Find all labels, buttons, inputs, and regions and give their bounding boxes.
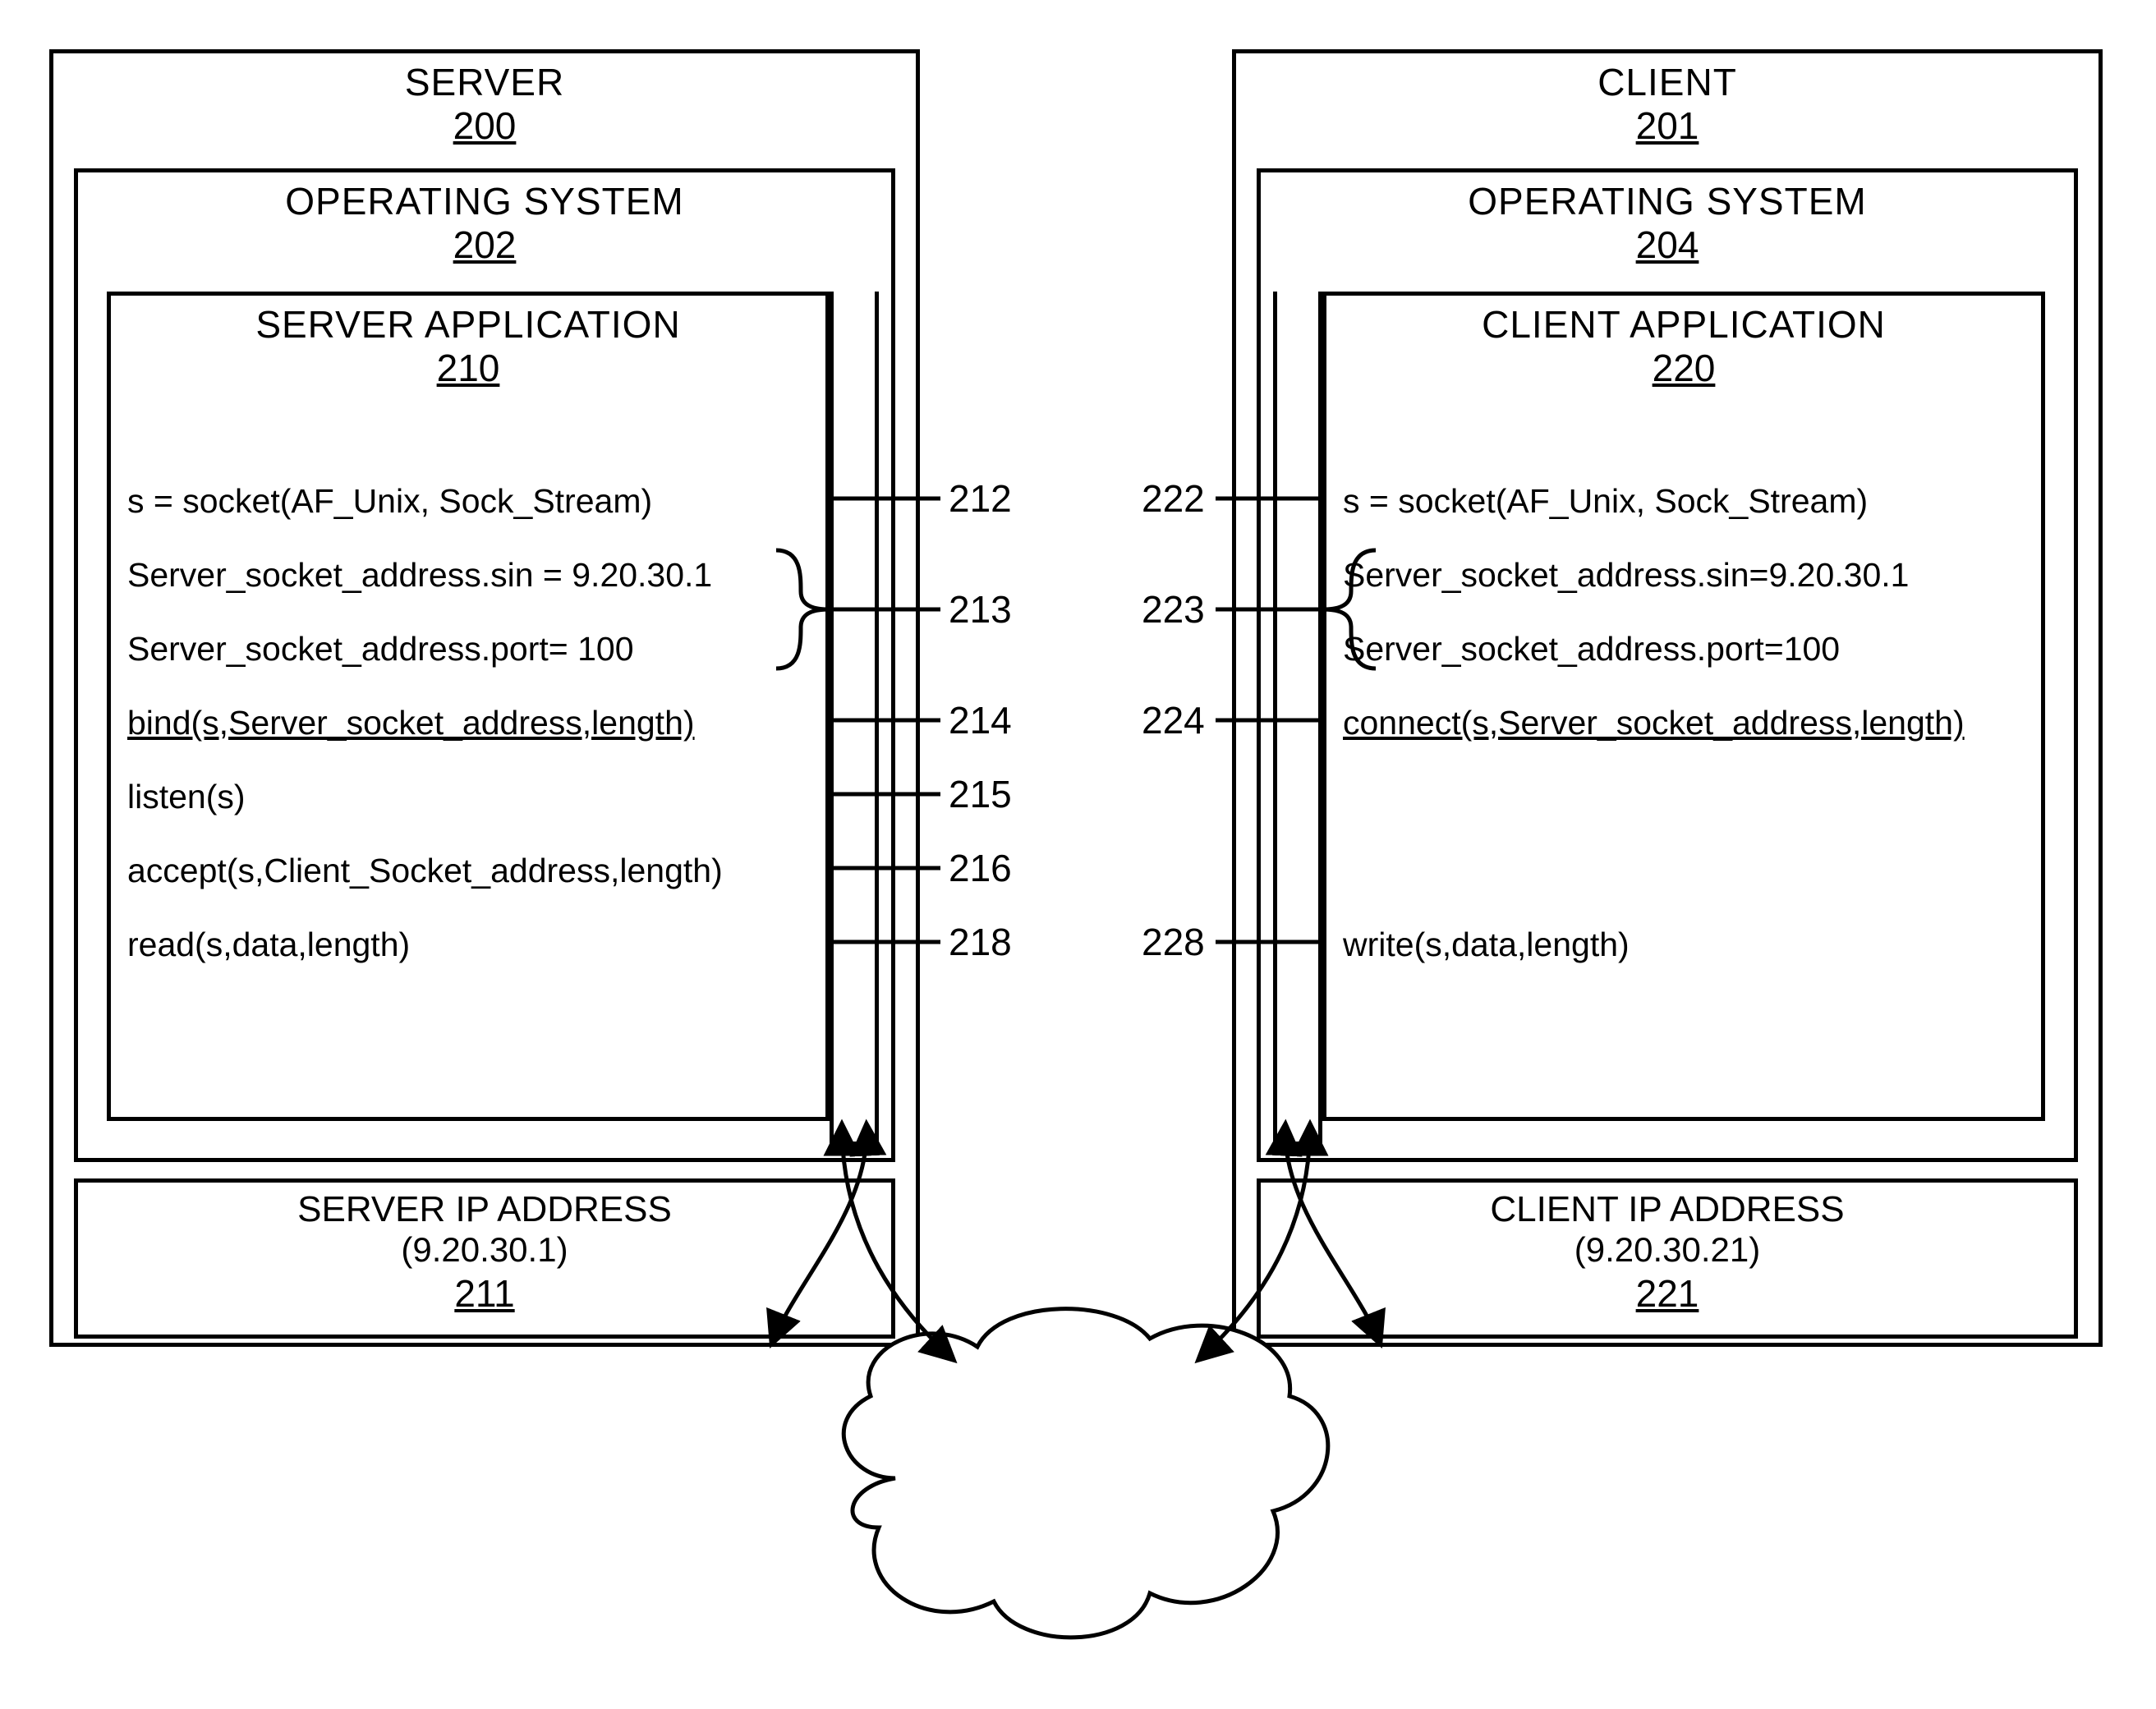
server-ip-title: SERVER IP ADDRESS [78, 1189, 891, 1230]
server-title: SERVER [53, 62, 916, 103]
client-os-title: OPERATING SYSTEM [1261, 181, 2074, 223]
server-ip-value: (9.20.30.1) [78, 1230, 891, 1270]
callout-223: 223 [1142, 587, 1205, 632]
server-app-ref: 210 [437, 347, 500, 389]
cloud-ref: 202 [1049, 1433, 1112, 1477]
client-title-block: CLIENT 201 [1236, 62, 2099, 146]
server-app-title: SERVER APPLICATION [111, 304, 825, 346]
server-code-l2: Server_socket_address.sin = 9.20.30.1 [127, 558, 712, 592]
callout-228: 228 [1142, 920, 1205, 964]
server-os-ref: 202 [453, 224, 517, 266]
server-ref: 200 [453, 105, 517, 147]
cloud-text-block: TCP/IP 202 SERVER IP ADDRESS CLIENT IP A… [908, 1392, 1253, 1549]
client-ip-title: CLIENT IP ADDRESS [1261, 1189, 2074, 1230]
server-app-title-block: SERVER APPLICATION 210 [111, 304, 825, 388]
callout-212: 212 [949, 476, 1012, 521]
callout-222: 222 [1142, 476, 1205, 521]
client-os-ref: 204 [1636, 224, 1699, 266]
server-code-l1: s = socket(AF_Unix, Sock_Stream) [127, 485, 652, 518]
client-ip-value: (9.20.30.21) [1261, 1230, 2074, 1270]
client-code-l2: Server_socket_address.sin=9.20.30.1 [1343, 558, 1909, 592]
server-inner-duct [830, 292, 879, 1146]
server-os-title: OPERATING SYSTEM [78, 181, 891, 223]
client-ref: 201 [1636, 105, 1699, 147]
client-app-box: CLIENT APPLICATION 220 s = socket(AF_Uni… [1322, 292, 2045, 1121]
client-inner-duct [1273, 292, 1322, 1146]
server-code-l6: accept(s,Client_Socket_address,length) [127, 854, 723, 888]
client-os-title-block: OPERATING SYSTEM 204 [1261, 181, 2074, 265]
cloud-line1: SERVER IP ADDRESS [908, 1477, 1253, 1513]
callout-214: 214 [949, 698, 1012, 742]
callout-215: 215 [949, 772, 1012, 816]
callout-213: 213 [949, 587, 1012, 632]
server-title-block: SERVER 200 [53, 62, 916, 146]
client-code-l1: s = socket(AF_Unix, Sock_Stream) [1343, 485, 1868, 518]
client-code-l4: connect(s,Server_socket_address,length) [1343, 706, 1965, 740]
cloud-line2: CLIENT IP ADDRESS [908, 1513, 1253, 1549]
client-code-l3: Server_socket_address.port=100 [1343, 632, 1840, 666]
network-diagram: SERVER 200 OPERATING SYSTEM 202 SERVER A… [33, 33, 2123, 1676]
client-app-ref: 220 [1653, 347, 1716, 389]
client-title: CLIENT [1236, 62, 2099, 103]
server-os-title-block: OPERATING SYSTEM 202 [78, 181, 891, 265]
server-ip-ref: 211 [454, 1271, 514, 1316]
server-code-l7: read(s,data,length) [127, 928, 410, 962]
server-code-l5: listen(s) [127, 780, 246, 814]
cloud-title: TCP/IP [908, 1392, 1253, 1431]
client-ip-ref: 221 [1636, 1271, 1699, 1316]
callout-216: 216 [949, 846, 1012, 890]
server-ip-box: SERVER IP ADDRESS (9.20.30.1) 211 [74, 1178, 895, 1339]
server-app-box: SERVER APPLICATION 210 s = socket(AF_Uni… [107, 292, 830, 1121]
client-ip-box: CLIENT IP ADDRESS (9.20.30.21) 221 [1257, 1178, 2078, 1339]
callout-224: 224 [1142, 698, 1205, 742]
client-app-title-block: CLIENT APPLICATION 220 [1326, 304, 2041, 388]
server-code-l4: bind(s,Server_socket_address,length) [127, 706, 695, 740]
callout-218: 218 [949, 920, 1012, 964]
client-code-l5: write(s,data,length) [1343, 928, 1630, 962]
server-code-l3: Server_socket_address.port= 100 [127, 632, 634, 666]
client-app-title: CLIENT APPLICATION [1326, 304, 2041, 346]
